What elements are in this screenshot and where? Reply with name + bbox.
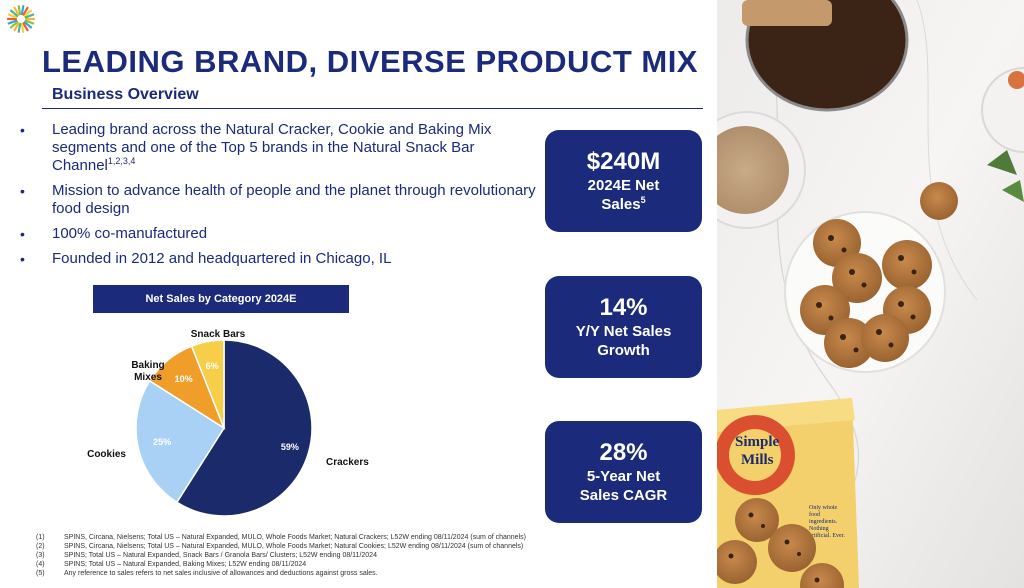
kpi-label-line1: Y/Y Net Sales (575, 323, 672, 340)
bullet-item: • Founded in 2012 and headquartered in C… (20, 250, 540, 268)
box-brand-line2: Mills (741, 452, 774, 468)
box-tagline: Only whole food ingredients. Nothing art… (809, 505, 845, 539)
footnote: (3) SPINS; Total US – Natural Expanded, S… (36, 551, 636, 560)
logo-ray (24, 13, 35, 19)
bullet-superscript: 1,2,3,4 (107, 156, 136, 166)
kpi-label-text: Sales (601, 196, 641, 213)
footnote-text: Any reference to sales refers to net sal… (64, 570, 378, 577)
coffee-carafe (742, 0, 909, 112)
footnote-text: SPINS; Total US – Natural Expanded, Snac… (64, 552, 377, 559)
bullet-item: • 100% co-manufactured (20, 225, 540, 243)
footnote-text: SPINS, Circana, Nielsens; Total US – Nat… (64, 543, 524, 550)
bullet-dot-icon: • (20, 251, 25, 267)
product-photo: Simple Mills Only whole food ingredients… (717, 0, 1024, 588)
logo-ray (20, 22, 25, 33)
pie-category-label: Cookies (87, 449, 126, 460)
kpi-label-line2: Growth (597, 342, 650, 359)
logo-ray (13, 22, 20, 32)
footnote-number: (3) (36, 552, 45, 559)
sunburst-logo-icon (7, 5, 35, 33)
loose-cookie (920, 182, 958, 220)
logo-ray (20, 5, 25, 16)
logo-ray (13, 6, 20, 16)
bullet-dot-icon: • (20, 183, 25, 199)
kpi-value: 14% (599, 294, 648, 321)
pie-slice-cookies (135, 379, 226, 504)
kpi-label-line2: Sales5 (545, 195, 702, 214)
footnote-text: SPINS, Circana, Nielsens; Total US – Nat… (64, 534, 526, 541)
logo-ray (22, 6, 29, 16)
bullet-text: Mission to advance health of people and … (52, 182, 536, 217)
footnotes: (1) SPINS, Circana, Nielsens; Total US – … (36, 533, 636, 578)
section-subtitle: Business Overview (52, 86, 199, 103)
logo-ray (17, 5, 22, 16)
footnote-number: (2) (36, 543, 45, 550)
footnote: (2) SPINS, Circana, Nielsens; Total US – … (36, 542, 636, 551)
bullet-item: • Mission to advance health of people an… (20, 182, 540, 218)
bullet-text: Founded in 2012 and headquartered in Chi… (52, 250, 392, 267)
logo-ray (7, 13, 18, 19)
logo-ray (22, 22, 29, 32)
kpi-value: 28% (599, 439, 648, 466)
logo-ray (23, 21, 33, 29)
logo-ray (17, 22, 22, 33)
pie-value-label: 6% (206, 361, 219, 371)
pie-value-label: 10% (175, 374, 193, 384)
logo-ray (9, 9, 19, 17)
bullet-dot-icon: • (20, 122, 25, 138)
coffee-cup (717, 111, 806, 229)
footnote-text: SPINS; Total US – Natural Expanded, Baki… (64, 561, 307, 568)
chart-title: Net Sales by Category 2024E (93, 285, 349, 313)
bullet-item: • Leading brand across the Natural Crack… (20, 121, 540, 175)
pie-category-label: Baking (131, 360, 164, 371)
pie-slice-crackers (175, 339, 313, 517)
kpi-card-net-sales: $240M 2024E Net Sales5 (545, 130, 702, 232)
footnote: (1) SPINS, Circana, Nielsens; Total US – … (36, 533, 636, 542)
logo-ray (24, 19, 35, 25)
kpi-label-line2: Sales CAGR (579, 487, 668, 504)
page-title: LEADING BRAND, DIVERSE PRODUCT MIX (42, 44, 698, 79)
bullet-list: • Leading brand across the Natural Crack… (20, 121, 540, 275)
kpi-superscript: 5 (640, 195, 646, 205)
bullet-dot-icon: • (20, 226, 25, 242)
kpi-label-line1: 5-Year Net (586, 468, 661, 485)
pie-category-label: Snack Bars (191, 329, 246, 340)
box-brand-line1: Simple (735, 434, 780, 450)
pie-category-label: Mixes (134, 372, 162, 383)
footnote-number: (5) (36, 570, 45, 577)
logo-ray (23, 9, 33, 17)
pie-value-label: 59% (281, 442, 299, 452)
footnote: (4) SPINS; Total US – Natural Expanded, B… (36, 560, 636, 569)
pie-slice-snack-bars (190, 339, 225, 429)
bullet-text: Leading brand across the Natural Cracker… (52, 121, 492, 174)
pie-value-label: 25% (153, 437, 171, 447)
kpi-value: $240M (586, 148, 661, 175)
simple-mills-box: Simple Mills Only whole food ingredients… (717, 398, 859, 588)
footnote-number: (1) (36, 534, 45, 541)
logo-ray (9, 21, 19, 29)
bullet-text: 100% co-manufactured (52, 225, 208, 242)
kpi-card-cagr: 28% 5-Year Net Sales CAGR (545, 421, 702, 523)
logo-ray (7, 19, 18, 25)
kpi-label-line1: 2024E Net (587, 177, 660, 194)
fruit-bowl (981, 67, 1024, 202)
footnote: (5) Any reference to sales refers to net … (36, 569, 636, 578)
pie-category-label: Crackers (326, 457, 369, 468)
kpi-card-yoy-growth: 14% Y/Y Net Sales Growth (545, 276, 702, 378)
title-divider (42, 108, 703, 109)
cookie-plate (784, 211, 946, 373)
footnote-number: (4) (36, 561, 45, 568)
